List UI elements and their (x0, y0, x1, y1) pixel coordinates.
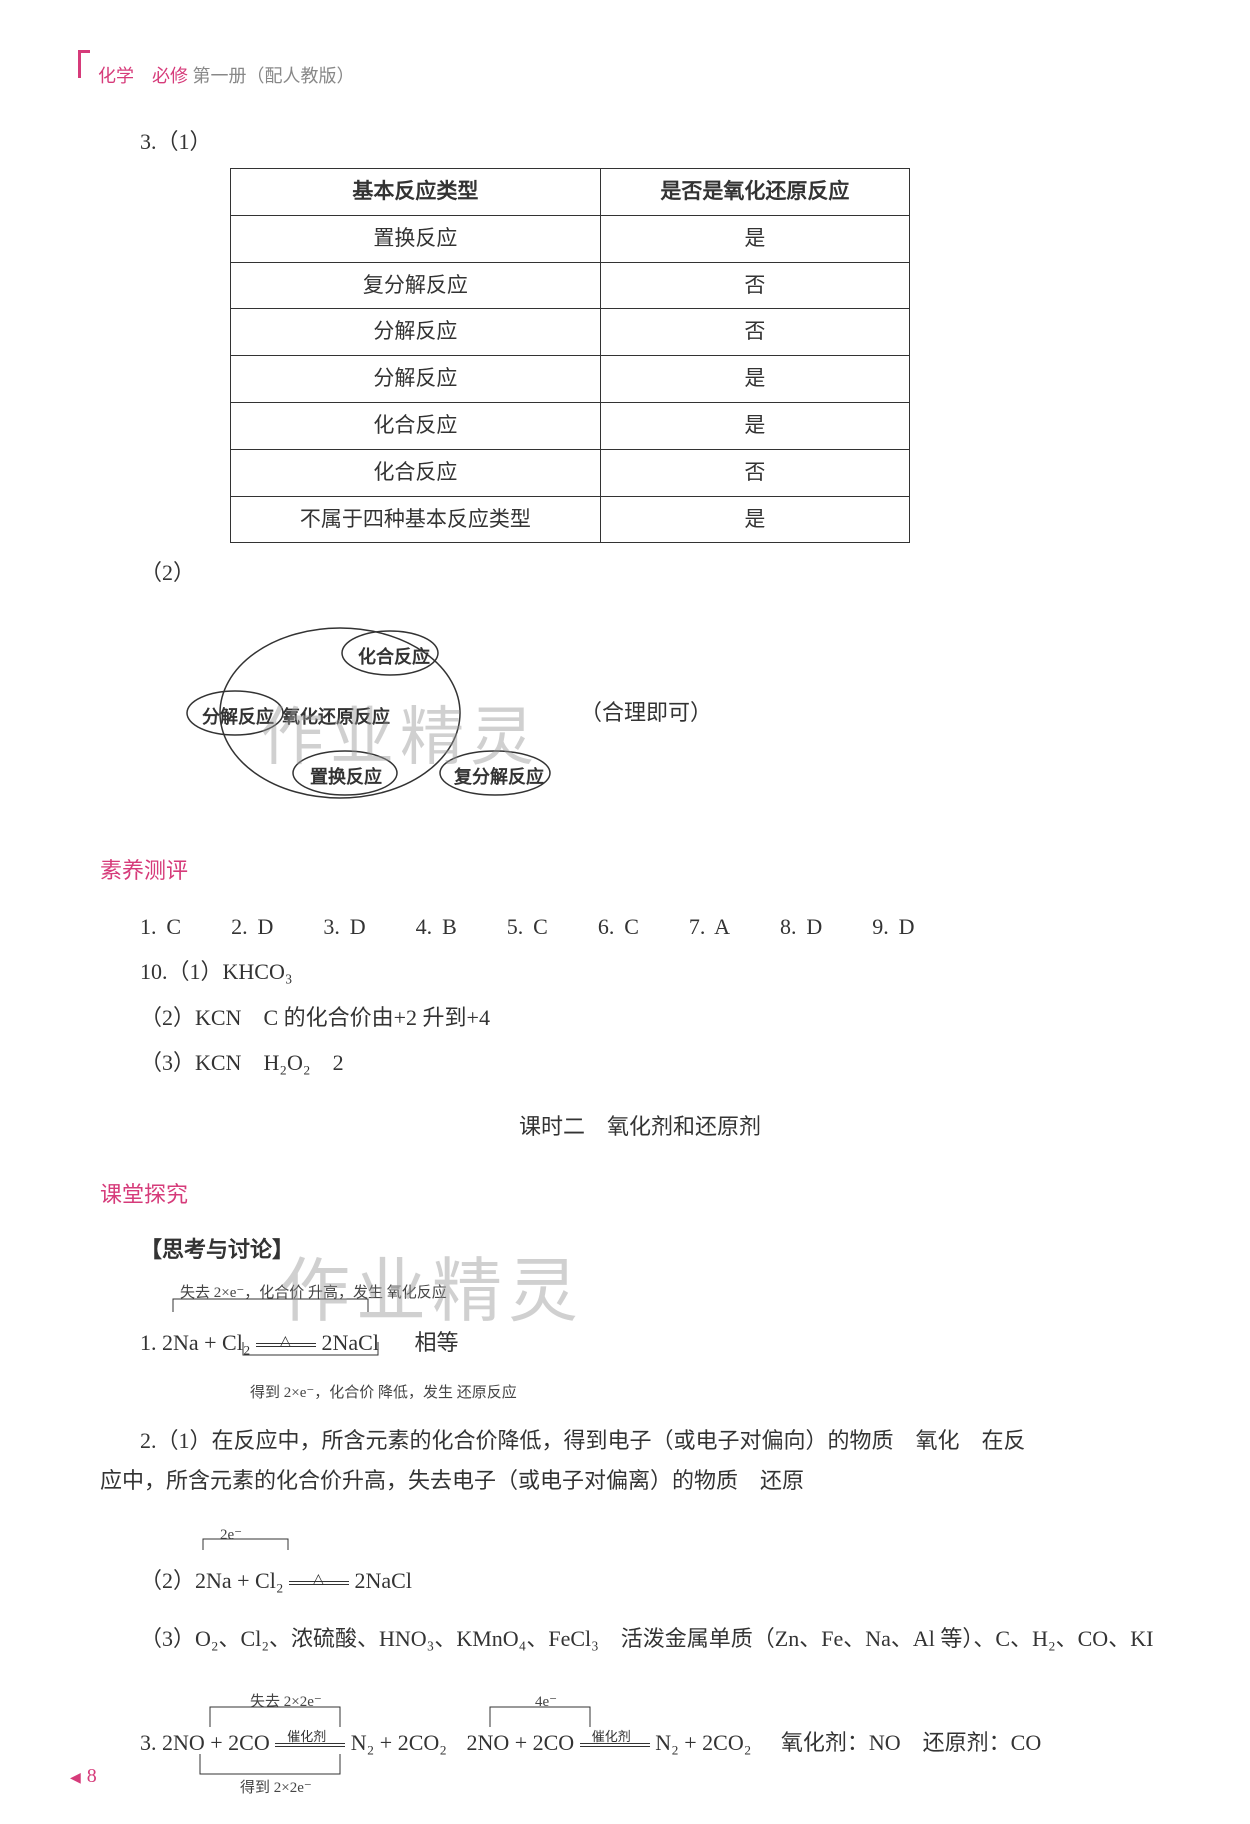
q3b-arrow1: 催化剂 (275, 1743, 345, 1747)
eq1-bot-anno: 得到 2×e⁻，化合价 降低，发生 还原反应 (250, 1380, 1170, 1407)
equation-2-2-block: 2e⁻ （2）2Na + Cl₂ △ 2NaCl (140, 1522, 1170, 1601)
table-cell: 分解反应 (231, 356, 601, 403)
table-row: 化合反应否 (231, 449, 910, 496)
eq2-2-right: 2NaCl (355, 1568, 412, 1593)
table-cell: 是 (600, 402, 909, 449)
answer-item: 8. D (780, 907, 822, 947)
table-cell: 不属于四种基本反应类型 (231, 496, 601, 543)
table-cell: 化合反应 (231, 449, 601, 496)
table-row: 复分解反应否 (231, 262, 910, 309)
main-content: 3.（1） 基本反应类型 是否是氧化还原反应 置换反应是复分解反应否分解反应否分… (80, 122, 1170, 1798)
answer-item: 4. B (416, 907, 457, 947)
q3b-main-row: 3. 2NO + 2CO 催化剂 N₂ + 2CO₂ 2NO + 2CO 催化剂… (140, 1723, 1041, 1763)
venn-top-label: 化合反应 (358, 641, 430, 673)
table-row: 不属于四种基本反应类型是 (231, 496, 910, 543)
table-row: 化合反应是 (231, 402, 910, 449)
q3b-eq-mid2: 2NO + 2CO (466, 1730, 574, 1755)
table-cell: 置换反应 (231, 215, 601, 262)
table-row: 分解反应是 (231, 356, 910, 403)
q3b-eq-left: 3. 2NO + 2CO (140, 1730, 270, 1755)
table-cell: 是 (600, 215, 909, 262)
q10-2: （2）KCN C 的化合价由+2 升到+4 (140, 998, 1170, 1038)
venn-bottom-label: 置换反应 (310, 761, 382, 793)
section-explore-title: 课堂探究 (100, 1175, 1170, 1215)
q2-3: （3）O₂、Cl₂、浓硫酸、HNO₃、KMnO₄、FeCl₃ 活泼金属单质（Zn… (140, 1619, 1170, 1659)
section-assessment-title: 素养测评 (100, 851, 1170, 891)
q2-1-line1: 2.（1）在反应中，所含元素的化合价降低，得到电子（或电子对偏向）的物质 氧化 … (140, 1421, 1170, 1461)
page-number: 8 (70, 1758, 97, 1794)
book-label: 第一册（配人教版） (193, 66, 355, 86)
eq2-2-bracket (198, 1534, 398, 1552)
equation-1-block: 失去 2×e⁻，化合价 升高，发生 氧化反应 1. 2Na + Cl₂ △ 2N… (140, 1280, 1170, 1408)
eq1-top-bracket (168, 1294, 468, 1314)
table-head-1: 基本反应类型 (231, 168, 601, 215)
table-cell: 分解反应 (231, 309, 601, 356)
q2-1-line2: 应中，所含元素的化合价升高，失去电子（或电子对偏离）的物质 还原 (100, 1461, 1170, 1501)
table-cell: 否 (600, 262, 909, 309)
table-cell: 否 (600, 309, 909, 356)
question-3-1-label: 3.（1） (140, 122, 1170, 162)
venn-diagram: 化合反应 分解反应 氧化还原反应 置换反应 复分解反应 （合理即可） (170, 613, 1170, 823)
q3b-bot: 得到 2×2e⁻ (240, 1775, 312, 1802)
venn-center-label: 氧化还原反应 (282, 701, 390, 733)
mc-answers: 1. C 2. D 3. D 4. B 5. C 6. C 7. A 8. D 9. D (140, 907, 1170, 947)
question-3-2-label: （2） (140, 553, 1170, 593)
eq2-2-left: （2）2Na + Cl₂ (140, 1568, 284, 1593)
q10-1: 10.（1）KHCO₃ (140, 952, 1170, 992)
venn-outside-label: 复分解反应 (454, 761, 544, 793)
table-head-2: 是否是氧化还原反应 (600, 168, 909, 215)
answer-item: 3. D (323, 907, 365, 947)
table-cell: 否 (600, 449, 909, 496)
venn-left-label: 分解反应 (202, 701, 274, 733)
answer-item: 6. C (598, 907, 639, 947)
table-cell: 复分解反应 (231, 262, 601, 309)
answer-item: 5. C (507, 907, 548, 947)
eq1-left: 1. 2Na + Cl₂ (140, 1330, 251, 1355)
q3b-tail: 氧化剂：NO 还原剂：CO (781, 1730, 1041, 1755)
page-header: 化学 必修 第一册（配人教版） (80, 60, 1170, 92)
answer-item: 2. D (231, 907, 273, 947)
eq2-2-arrow: △ (289, 1581, 349, 1585)
q3b-eq-mid1: N₂ + 2CO₂ (351, 1730, 447, 1755)
table-row: 置换反应是 (231, 215, 910, 262)
subject-label: 化学 必修 (98, 66, 188, 86)
equation-3-block: 失去 2×2e⁻ 4e⁻ 3. 2NO + 2CO 催化剂 N₂ + 2CO₂ … (140, 1689, 1170, 1799)
q3b-eq-right: N₂ + 2CO₂ (655, 1730, 751, 1755)
eq2-2-main: （2）2Na + Cl₂ △ 2NaCl (140, 1561, 1170, 1601)
think-title: 【思考与讨论】 (140, 1230, 1170, 1270)
reaction-table: 基本反应类型 是否是氧化还原反应 置换反应是复分解反应否分解反应否分解反应是化合… (230, 168, 910, 543)
table-cell: 是 (600, 496, 909, 543)
table-row: 分解反应否 (231, 309, 910, 356)
lesson-title: 课时二 氧化剂和还原剂 (110, 1107, 1170, 1147)
answer-item: 1. C (140, 907, 181, 947)
corner-decoration (78, 50, 90, 78)
venn-note: （合理即可） (580, 693, 712, 733)
q10-3: （3）KCN H₂O₂ 2 (140, 1043, 1170, 1083)
q3b-arrow2: 催化剂 (580, 1743, 650, 1747)
table-cell: 是 (600, 356, 909, 403)
answer-item: 7. A (689, 907, 730, 947)
eq1-bot-bracket (238, 1340, 538, 1360)
table-cell: 化合反应 (231, 402, 601, 449)
answer-item: 9. D (872, 907, 914, 947)
